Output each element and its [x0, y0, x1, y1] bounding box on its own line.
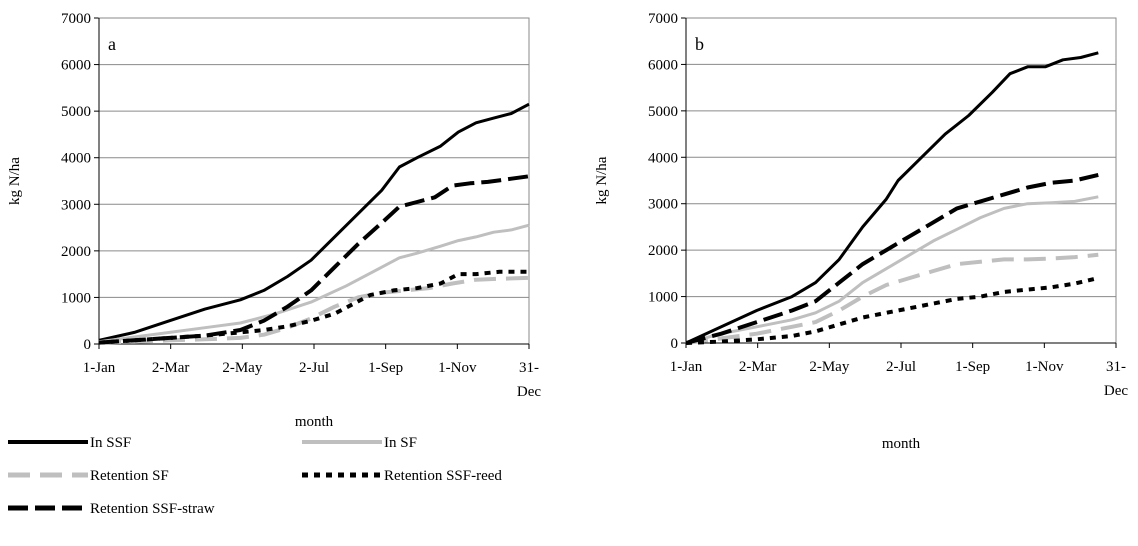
x-tick-label: 1-Sep: [955, 359, 990, 375]
y-tick-label: 2000: [648, 243, 678, 259]
y-axis-label: kg N/ha: [594, 156, 610, 204]
series-line-retention-ssf-straw: [98, 174, 530, 345]
y-tick-label: 4000: [61, 151, 91, 167]
series-line-retention-sf: [98, 275, 530, 345]
x-tick-label: 2-May: [809, 359, 849, 375]
chart-panel-b: 0 1000 2000 3000 4000 5000 6000 7000 1-Jan 2-Mar 2…: [594, 11, 1128, 399]
chart-panel-a: 0 1000 2000 3000 4000 5000 6000 7000 1-Jan 2-Mar 2…: [7, 11, 541, 400]
series-line-in-ssf: [98, 102, 530, 342]
y-tick-label: 7000: [648, 11, 678, 27]
x-tick-label: 1-Sep: [368, 360, 403, 376]
x-tick-label: 31-: [519, 360, 539, 376]
y-tick-label: 1000: [61, 290, 91, 306]
legend: In SSF In SF Retention SF Retention SSF-ree…: [8, 435, 502, 517]
y-tick-label: 1000: [648, 290, 678, 306]
series-line-retention-sf: [685, 252, 1099, 345]
y-tick-label: 7000: [61, 11, 91, 27]
x-tick-label: 2-May: [222, 360, 262, 376]
x-tick-label: 2-Mar: [739, 359, 777, 375]
x-tick-label: 2-Mar: [152, 360, 190, 376]
y-tick-label: 4000: [648, 150, 678, 166]
y-tick-label: 6000: [61, 58, 91, 74]
y-tick-label: 0: [84, 337, 92, 353]
series-line-in-ssf: [685, 51, 1099, 345]
y-tick-label: 3000: [61, 197, 91, 213]
legend-label: Retention SSF-straw: [90, 501, 215, 517]
y-tick-label: 3000: [648, 197, 678, 213]
plot-area-frame: [98, 17, 530, 345]
y-tick-label: 0: [671, 336, 679, 352]
y-tick-label: 2000: [61, 244, 91, 260]
series-line-retention-ssf-reed: [685, 276, 1099, 345]
x-axis-label-a: month: [295, 414, 334, 430]
x-tick-label: 2-Jul: [299, 360, 329, 376]
legend-label: In SF: [384, 435, 417, 451]
x-axis-label-b: month: [882, 436, 921, 452]
plot-area-frame: [685, 17, 1117, 344]
series-line-in-sf: [98, 223, 530, 344]
x-tick-label: 1-Nov: [438, 360, 477, 376]
panel-label: b: [695, 34, 704, 54]
x-tick-label: 2-Jul: [886, 359, 916, 375]
x-tick-label: 1-Jan: [83, 360, 116, 376]
x-tick-label: 31-: [1106, 359, 1126, 375]
y-axis-label: kg N/ha: [7, 157, 23, 205]
x-tick-label-line2: Dec: [1104, 383, 1128, 399]
panel-label: a: [108, 34, 116, 54]
legend-label: In SSF: [90, 435, 131, 451]
x-tick-label: 1-Jan: [670, 359, 703, 375]
series-line-in-sf: [685, 195, 1099, 345]
series-line-retention-ssf-straw: [685, 172, 1099, 345]
y-tick-label: 5000: [648, 104, 678, 120]
x-tick-label: 1-Nov: [1025, 359, 1064, 375]
legend-label: Retention SSF-reed: [384, 468, 502, 484]
x-tick-label-line2: Dec: [517, 384, 541, 400]
y-tick-label: 6000: [648, 57, 678, 73]
legend-label: Retention SF: [90, 468, 169, 484]
y-tick-label: 5000: [61, 104, 91, 120]
